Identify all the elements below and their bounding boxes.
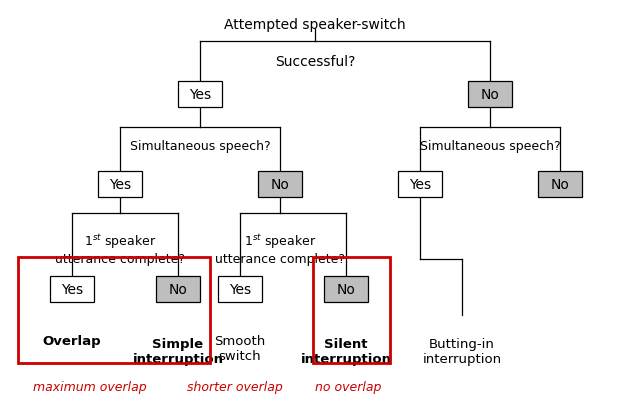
- Bar: [98, 171, 142, 197]
- Text: Butting-in
interruption: Butting-in interruption: [422, 337, 502, 365]
- Text: Yes: Yes: [409, 178, 431, 192]
- Text: Attempted speaker-switch: Attempted speaker-switch: [224, 18, 406, 32]
- Bar: [178, 82, 222, 108]
- Text: No: No: [271, 178, 290, 192]
- Bar: [468, 82, 512, 108]
- Text: 1$^{st}$ speaker
utterance complete?: 1$^{st}$ speaker utterance complete?: [55, 231, 185, 265]
- Text: maximum overlap: maximum overlap: [33, 380, 147, 394]
- Text: Successful?: Successful?: [275, 55, 355, 69]
- Text: No: No: [168, 282, 187, 296]
- Text: shorter overlap: shorter overlap: [187, 380, 283, 394]
- Text: Yes: Yes: [189, 88, 211, 102]
- Text: Simultaneous speech?: Simultaneous speech?: [420, 140, 560, 153]
- Text: no overlap: no overlap: [315, 380, 381, 394]
- Text: Yes: Yes: [109, 178, 131, 192]
- Text: Smooth
switch: Smooth switch: [215, 334, 266, 362]
- Text: Silent
interruption: Silent interruption: [300, 337, 391, 365]
- Text: Overlap: Overlap: [43, 334, 102, 347]
- Bar: [218, 276, 262, 302]
- Bar: [156, 276, 200, 302]
- Bar: [18, 257, 210, 363]
- Bar: [313, 257, 390, 363]
- Text: No: No: [336, 282, 355, 296]
- Text: Yes: Yes: [61, 282, 83, 296]
- Bar: [398, 171, 442, 197]
- Text: No: No: [551, 178, 569, 192]
- Text: Simple
interruption: Simple interruption: [133, 337, 223, 365]
- Bar: [324, 276, 368, 302]
- Text: Simultaneous speech?: Simultaneous speech?: [130, 140, 270, 153]
- Bar: [258, 171, 302, 197]
- Text: 1$^{st}$ speaker
utterance complete?: 1$^{st}$ speaker utterance complete?: [215, 231, 345, 265]
- Bar: [538, 171, 582, 197]
- Text: No: No: [481, 88, 500, 102]
- Text: Yes: Yes: [229, 282, 251, 296]
- Bar: [50, 276, 94, 302]
